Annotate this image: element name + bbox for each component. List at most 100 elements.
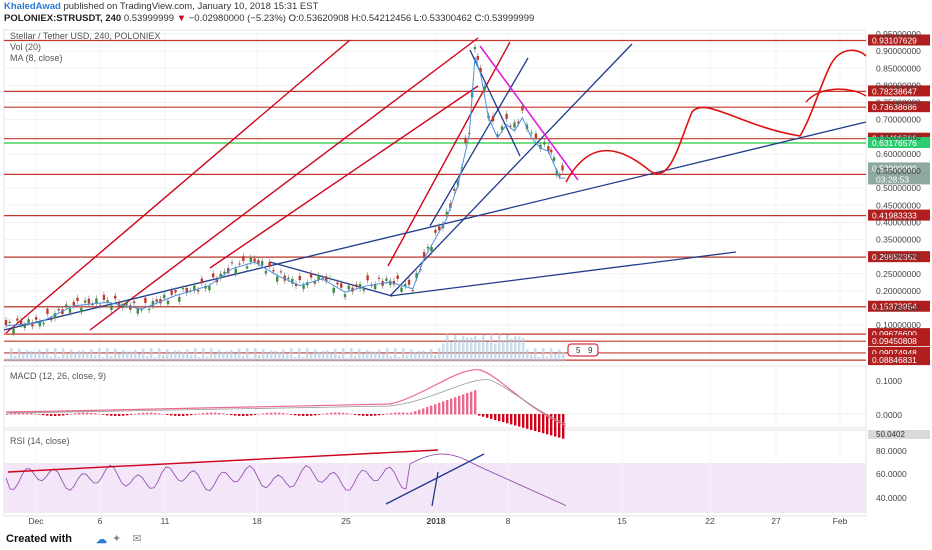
candle-body (174, 290, 177, 293)
volume-bar (554, 353, 557, 362)
macd-histogram-bar (486, 414, 489, 418)
level-price-tag (868, 251, 930, 263)
volume-bar (50, 356, 53, 362)
macd-histogram-bar (58, 414, 61, 416)
macd-histogram-bar (534, 414, 537, 431)
rsi-support-line (385, 453, 485, 505)
y-tick-label: 0.70000000 (876, 115, 921, 125)
rsi-tick-label: 60.0000 (876, 469, 907, 479)
volume-bar (406, 354, 409, 362)
candle-body (140, 309, 143, 311)
volume-bar (214, 353, 217, 362)
candle-body (185, 287, 188, 294)
author-link[interactable]: KhaledAwad (4, 1, 61, 12)
macd-histogram-bar (442, 401, 445, 415)
volume-bar (206, 356, 209, 362)
candle-body (53, 313, 57, 319)
volume-bar (426, 352, 429, 362)
macd-histogram-bar (102, 414, 105, 415)
macd-histogram-bar (382, 414, 385, 415)
level-price-tag (868, 335, 930, 347)
candle-body (415, 273, 418, 279)
candle-body (204, 285, 207, 289)
rsi-last-tag (868, 430, 930, 439)
macd-histogram-bar (478, 414, 481, 416)
header: KhaledAwad published on TradingView.com,… (0, 0, 932, 26)
volume-bar (158, 348, 161, 362)
countdown-label: 03:28:53 (876, 174, 909, 184)
macd-tick-label: 0.1000 (876, 376, 902, 386)
macd-pane[interactable] (3, 365, 867, 429)
trend-line (3, 121, 867, 331)
link-icon[interactable]: ✉ (132, 533, 142, 545)
countdown-tag (868, 173, 930, 185)
candle-body (125, 302, 128, 306)
macd-histogram-bar (94, 413, 97, 415)
main-pane[interactable] (3, 29, 867, 335)
volume-bar (418, 350, 421, 362)
macd-histogram-bar (158, 413, 161, 415)
macd-histogram-bar (166, 414, 169, 415)
volume-bar (326, 350, 329, 362)
macd-histogram-bar (138, 413, 141, 415)
macd-histogram-bar (294, 414, 297, 416)
volume-bar (42, 354, 45, 362)
candle-body (76, 297, 79, 302)
candle-body (476, 55, 479, 60)
chart-area[interactable]: 0.931076290.782386470.736386860.64438766… (0, 26, 932, 526)
macd-histogram-bar (194, 414, 197, 415)
candle-body (328, 277, 332, 279)
candle-body (552, 157, 556, 161)
macd-histogram-bar (530, 414, 533, 430)
macd-histogram-bar (550, 414, 553, 436)
level-price-label: 0.73638686 (872, 102, 917, 112)
macd-histogram-bar (350, 413, 353, 415)
macd-histogram-bar (182, 414, 185, 416)
candle-body (302, 285, 305, 289)
candle-body (358, 283, 362, 289)
x-tick-label: 25 (341, 516, 351, 526)
volume-bar (398, 357, 401, 362)
volume-bar (374, 351, 377, 362)
volume-bar (378, 349, 381, 362)
volume-indicator-label: Vol (20) (10, 42, 41, 52)
volume-bar (462, 335, 465, 362)
volume-bar (238, 348, 241, 362)
candle-body (294, 283, 298, 287)
volume-bar (414, 352, 417, 362)
volume-badge-text: 5 (576, 346, 581, 355)
candle-body (147, 308, 151, 311)
macd-histogram-bar (386, 413, 389, 415)
tradingview-logo-icon[interactable]: ☁ (96, 534, 107, 546)
candle-body (234, 268, 237, 274)
macd-histogram-bar (502, 414, 505, 423)
volume-badge[interactable] (567, 343, 599, 357)
down-arrow-icon: ▼ (176, 13, 187, 24)
volume-bar (118, 353, 121, 362)
volume-bar (422, 350, 425, 362)
projection-curve-upper (805, 88, 867, 103)
y-tick-label: 0.20000000 (876, 286, 921, 296)
macd-histogram-bar (62, 414, 65, 416)
volume-bar (10, 348, 13, 362)
level-price-tag (868, 34, 930, 46)
macd-histogram-bar (114, 414, 117, 416)
share-icon[interactable]: ✦ (112, 533, 122, 545)
y-tick-label: 0.35000000 (876, 235, 921, 245)
volume-bar (382, 353, 385, 362)
volume-bar (514, 336, 517, 362)
volume-bar (186, 349, 189, 362)
volume-bar (534, 348, 537, 362)
macd-histogram-bar (150, 412, 153, 415)
macd-histogram-bar (466, 393, 469, 415)
volume-bar (542, 348, 545, 362)
last-price: 0.53999999 (123, 13, 175, 24)
volume-bar (442, 343, 445, 362)
macd-histogram-bar (342, 412, 345, 415)
macd-histogram-bar (354, 414, 357, 415)
candle-body (422, 251, 426, 257)
current-price-tag (868, 162, 930, 174)
trend-line (429, 57, 529, 227)
level-price-tag (868, 300, 930, 312)
candle-body (129, 305, 132, 310)
